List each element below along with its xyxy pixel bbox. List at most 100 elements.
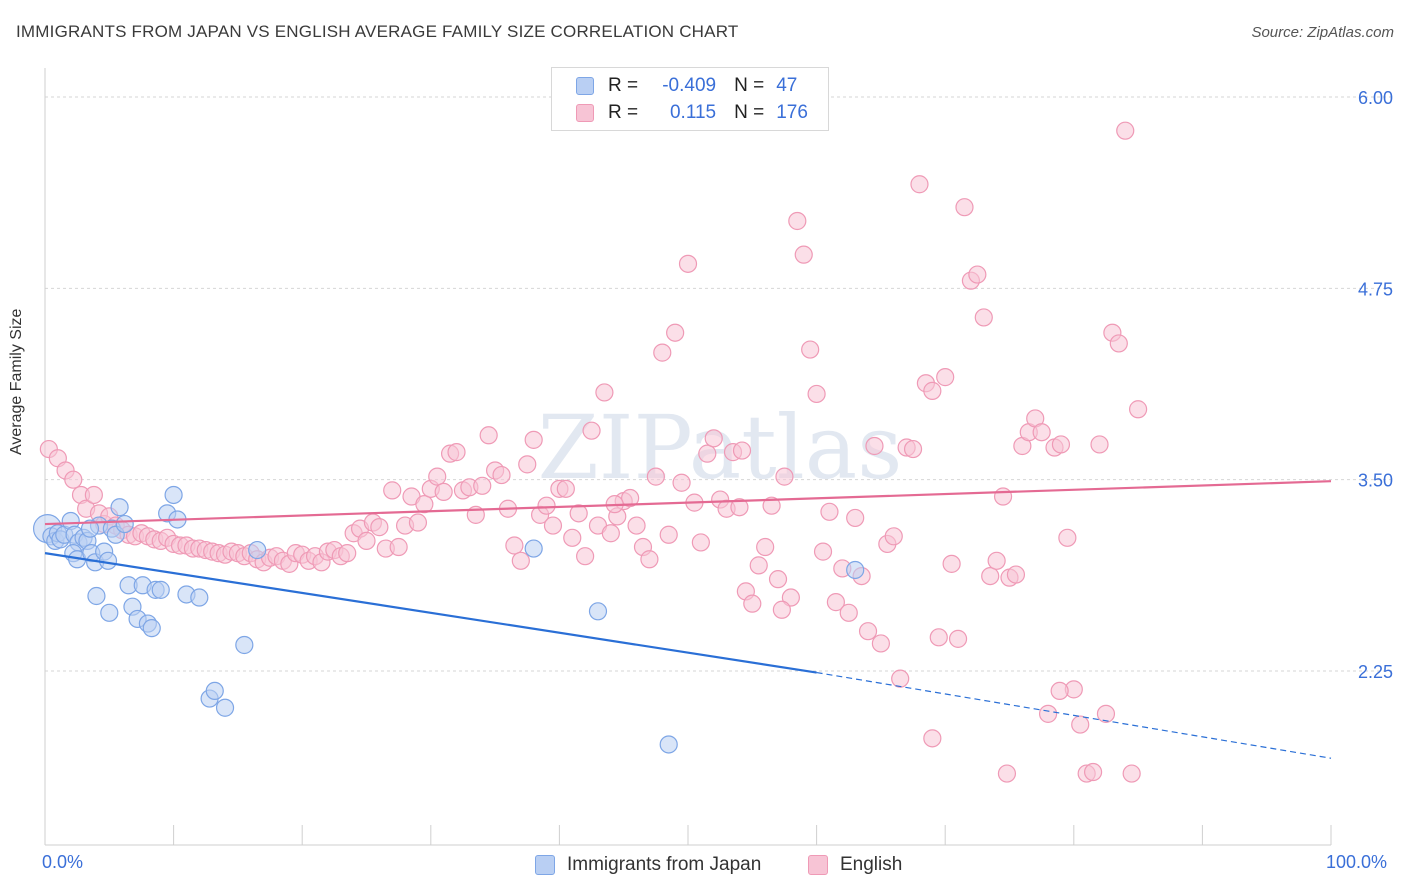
y-tick-label: 4.75 (1358, 279, 1393, 299)
english-point (820, 502, 839, 521)
english-point (543, 516, 563, 535)
english-point (1032, 423, 1051, 442)
japan-point (235, 635, 254, 655)
legend-row-english: R = 0.115 N = 176 (576, 102, 808, 124)
english-point (434, 482, 453, 502)
english-point (666, 323, 685, 342)
english-point (884, 527, 903, 546)
english-point (923, 381, 942, 400)
english-point (627, 516, 646, 535)
english-point (807, 384, 826, 404)
english-point (511, 551, 530, 570)
y-tick-label: 6.00 (1358, 88, 1393, 108)
english-point (732, 441, 752, 460)
english-point (473, 476, 492, 495)
english-point (672, 473, 691, 492)
y-tick-label: 2.25 (1358, 662, 1393, 682)
japan-trend-extension (816, 671, 1332, 759)
english-point (505, 536, 524, 555)
english-point (524, 430, 543, 449)
english-point (704, 429, 723, 448)
japan-point (846, 560, 865, 580)
english-point (955, 198, 974, 217)
english-point (370, 518, 389, 537)
english-point (781, 588, 800, 607)
english-point (415, 495, 434, 514)
japan-points (32, 485, 865, 754)
english-point (389, 537, 408, 557)
english-points (39, 121, 1148, 783)
legend-r-value: 0.115 (669, 102, 717, 123)
japan-point (215, 698, 235, 717)
english-point (762, 496, 781, 515)
legend-n-label: N = (734, 102, 765, 123)
english-point (653, 343, 672, 362)
japan-point (205, 681, 224, 700)
english-point (1090, 435, 1109, 454)
x-tick-min: 0.0% (42, 852, 84, 872)
legend-item-japan[interactable]: Immigrants from Japan (535, 852, 761, 878)
trend-lines (44, 480, 1332, 759)
english-point (1058, 528, 1077, 547)
english-point (601, 524, 620, 543)
english-point (383, 481, 402, 500)
english-point (981, 566, 1000, 586)
english-point (1050, 681, 1069, 700)
english-point (1096, 704, 1116, 723)
english-point (357, 531, 376, 550)
series-legend: Immigrants from Japan English (0, 852, 1406, 878)
english-point (730, 498, 749, 517)
english-swatch (808, 855, 828, 875)
english-point (846, 508, 865, 528)
english-point (338, 544, 357, 563)
japan-point (164, 485, 183, 505)
english-point (1116, 121, 1135, 140)
english-point (691, 533, 710, 552)
chart-title: IMMIGRANTS FROM JAPAN VS ENGLISH AVERAGE… (16, 22, 739, 41)
english-point (1038, 704, 1058, 723)
english-point (576, 547, 595, 566)
legend-n-value: 47 (776, 75, 798, 96)
english-point (569, 504, 588, 523)
gridlines (45, 96, 1392, 672)
english-point (929, 628, 948, 647)
english-point (865, 436, 884, 456)
english-swatch (576, 104, 594, 122)
english-point (518, 455, 537, 474)
english-point (84, 485, 103, 505)
japan-point (524, 539, 543, 558)
english-point (659, 525, 678, 544)
english-point (871, 634, 891, 653)
japan-point (190, 588, 209, 607)
japan-point (142, 619, 161, 638)
watermark: ZIPatlas (538, 396, 903, 499)
english-point (974, 308, 993, 327)
english-point (993, 487, 1013, 506)
english-point (775, 467, 794, 486)
english-point (801, 340, 820, 359)
legend-item-english[interactable]: English (808, 852, 902, 878)
english-point (1071, 715, 1090, 734)
english-point (1128, 400, 1148, 419)
english-point (910, 175, 929, 194)
english-point (1051, 435, 1071, 454)
legend-r-value: -0.409 (662, 75, 717, 96)
japan-point (87, 586, 106, 606)
english-trend-line (44, 480, 1332, 526)
english-point (948, 629, 968, 648)
english-point (813, 542, 833, 561)
english-point (646, 467, 665, 486)
correlation-legend: R = -0.409 N = 47 R = 0.115 N = 176 (551, 67, 829, 131)
english-point (987, 551, 1006, 570)
english-point (640, 550, 659, 569)
japan-swatch (576, 77, 594, 95)
english-point (891, 669, 910, 688)
english-point (772, 600, 791, 619)
english-point (858, 622, 878, 641)
english-point (556, 479, 575, 498)
japan-point (659, 735, 678, 754)
english-point (621, 488, 640, 508)
english-point (756, 537, 775, 557)
english-point (1006, 565, 1026, 584)
